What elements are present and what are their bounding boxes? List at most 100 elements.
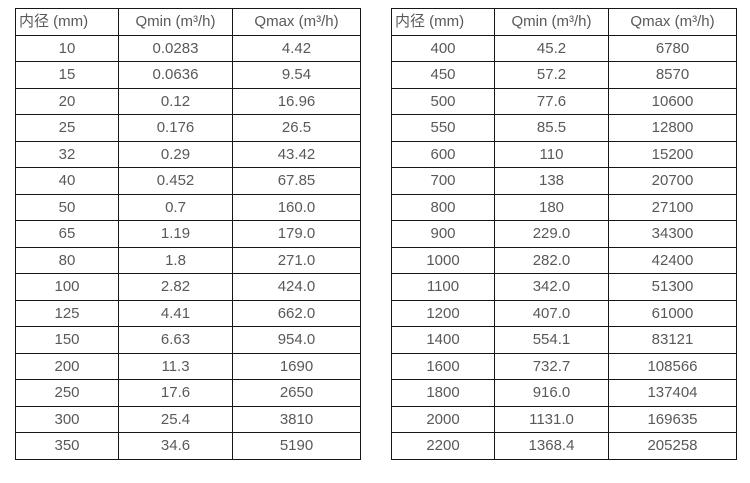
table-cell: 42400: [608, 246, 737, 274]
table-row: 125 4.41 662.0: [15, 299, 361, 327]
table-row: 250 17.6 2650: [15, 379, 361, 407]
table-row: 150 6.63 954.0: [15, 326, 361, 354]
table-cell: 200: [15, 352, 119, 380]
table-cell: 0.12: [118, 87, 233, 115]
table-cell: 700: [391, 167, 495, 195]
table-cell: 550: [391, 114, 495, 142]
table-cell: 2.82: [118, 273, 233, 301]
table-row: 1600 732.7 108566: [391, 352, 737, 380]
table-cell: 17.6: [118, 379, 233, 407]
table-cell: 1690: [232, 352, 361, 380]
table-cell: 67.85: [232, 167, 361, 195]
table-cell: 34300: [608, 220, 737, 248]
table-cell: 1.19: [118, 220, 233, 248]
table-cell: 2000: [391, 405, 495, 433]
table-cell: 350: [15, 432, 119, 460]
table-cell: 15: [15, 61, 119, 89]
flow-table-small-diameters: 内径 (mm) Qmin (m³/h) Qmax (m³/h) 10 0.0283 4.…: [15, 8, 361, 460]
table-cell: 205258: [608, 432, 737, 460]
table-cell: 0.0636: [118, 61, 233, 89]
table-cell: 342.0: [494, 273, 609, 301]
table-cell: 1200: [391, 299, 495, 327]
table-row: 400 45.2 6780: [391, 34, 737, 62]
table-cell: 34.6: [118, 432, 233, 460]
table-cell: 9.54: [232, 61, 361, 89]
table-cell: 32: [15, 140, 119, 168]
table-cell: 900: [391, 220, 495, 248]
table-cell: 5190: [232, 432, 361, 460]
table-cell: 271.0: [232, 246, 361, 274]
table-cell: 25.4: [118, 405, 233, 433]
table-cell: 4.41: [118, 299, 233, 327]
table-cell: 0.29: [118, 140, 233, 168]
table-cell: 10600: [608, 87, 737, 115]
column-header: Qmin (m³/h): [494, 8, 609, 36]
table-cell: 77.6: [494, 87, 609, 115]
table-cell: 1131.0: [494, 405, 609, 433]
page-container: 内径 (mm) Qmin (m³/h) Qmax (m³/h) 10 0.0283 4.…: [15, 8, 737, 460]
table-cell: 10: [15, 34, 119, 62]
table-row: 200 11.3 1690: [15, 352, 361, 380]
table-cell: 51300: [608, 273, 737, 301]
table-row: 100 2.82 424.0: [15, 273, 361, 301]
table-row: 450 57.2 8570: [391, 61, 737, 89]
table-cell: 83121: [608, 326, 737, 354]
table-cell: 169635: [608, 405, 737, 433]
header-row: 内径 (mm) Qmin (m³/h) Qmax (m³/h): [391, 8, 737, 36]
table-cell: 12800: [608, 114, 737, 142]
table-cell: 554.1: [494, 326, 609, 354]
table-cell: 110: [494, 140, 609, 168]
table-cell: 1000: [391, 246, 495, 274]
table-cell: 180: [494, 193, 609, 221]
column-header: Qmax (m³/h): [608, 8, 737, 36]
table-row: 2000 1131.0 169635: [391, 405, 737, 433]
table-row: 550 85.5 12800: [391, 114, 737, 142]
table-row: 20 0.12 16.96: [15, 87, 361, 115]
table-row: 1000 282.0 42400: [391, 246, 737, 274]
table-row: 50 0.7 160.0: [15, 193, 361, 221]
table-cell: 160.0: [232, 193, 361, 221]
table-cell: 732.7: [494, 352, 609, 380]
table-cell: 15200: [608, 140, 737, 168]
table-cell: 16.96: [232, 87, 361, 115]
table-cell: 2200: [391, 432, 495, 460]
table-row: 1200 407.0 61000: [391, 299, 737, 327]
table-cell: 25: [15, 114, 119, 142]
table-cell: 1100: [391, 273, 495, 301]
table-cell: 229.0: [494, 220, 609, 248]
table-row: 32 0.29 43.42: [15, 140, 361, 168]
table-cell: 179.0: [232, 220, 361, 248]
table-row: 15 0.0636 9.54: [15, 61, 361, 89]
table-row: 2200 1368.4 205258: [391, 432, 737, 460]
table-cell: 250: [15, 379, 119, 407]
table-cell: 11.3: [118, 352, 233, 380]
table-cell: 20700: [608, 167, 737, 195]
table-cell: 43.42: [232, 140, 361, 168]
column-header: 内径 (mm): [15, 8, 119, 36]
table-cell: 4.42: [232, 34, 361, 62]
table-cell: 600: [391, 140, 495, 168]
table-cell: 57.2: [494, 61, 609, 89]
table-row: 1400 554.1 83121: [391, 326, 737, 354]
table-row: 500 77.6 10600: [391, 87, 737, 115]
table-cell: 800: [391, 193, 495, 221]
flow-table-large-diameters: 内径 (mm) Qmin (m³/h) Qmax (m³/h) 400 45.2 678…: [391, 8, 737, 460]
table-cell: 137404: [608, 379, 737, 407]
table-cell: 400: [391, 34, 495, 62]
table-cell: 1600: [391, 352, 495, 380]
table-cell: 0.0283: [118, 34, 233, 62]
table-row: 600 110 15200: [391, 140, 737, 168]
table-cell: 0.176: [118, 114, 233, 142]
table-cell: 6.63: [118, 326, 233, 354]
header-row: 内径 (mm) Qmin (m³/h) Qmax (m³/h): [15, 8, 361, 36]
table-cell: 0.452: [118, 167, 233, 195]
table-cell: 300: [15, 405, 119, 433]
table-cell: 100: [15, 273, 119, 301]
table-cell: 500: [391, 87, 495, 115]
table-cell: 27100: [608, 193, 737, 221]
table-row: 10 0.0283 4.42: [15, 34, 361, 62]
table-cell: 26.5: [232, 114, 361, 142]
table-row: 65 1.19 179.0: [15, 220, 361, 248]
table-cell: 0.7: [118, 193, 233, 221]
table-cell: 61000: [608, 299, 737, 327]
